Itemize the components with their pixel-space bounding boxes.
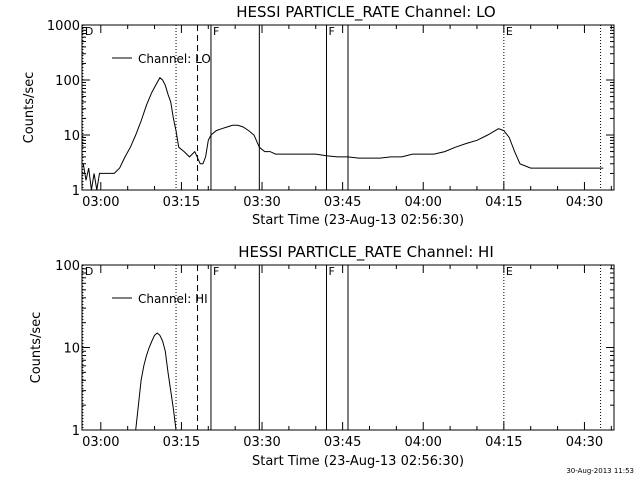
x-tick-label: 03:45 — [324, 195, 361, 210]
x-tick-label: 03:45 — [324, 435, 361, 450]
y-tick-label: 10 — [63, 342, 80, 357]
event-marker-label: D — [85, 25, 93, 38]
x-tick-label: 03:15 — [163, 195, 200, 210]
event-marker-label: E — [506, 265, 513, 278]
legend-label: Channel: HI — [138, 292, 208, 306]
event-marker-label: F — [329, 265, 335, 278]
y-axis-label: Counts/sec — [22, 72, 37, 144]
x-axis-label: Start Time (23-Aug-13 02:56:30) — [252, 213, 464, 228]
chart-title: HESSI PARTICLE_RATE Channel: LO — [236, 3, 495, 22]
x-axis-label: Start Time (23-Aug-13 02:56:30) — [252, 454, 464, 469]
y-tick-label: 1 — [72, 184, 80, 199]
x-tick-label: 04:00 — [404, 195, 441, 210]
event-marker-label: F — [213, 25, 219, 38]
event-marker-label: E — [506, 25, 513, 38]
y-tick-label: 100 — [55, 74, 80, 89]
chart-title: HESSI PARTICLE_RATE Channel: HI — [238, 243, 494, 262]
chart-panel-lo: HESSI PARTICLE_RATE Channel: LO Counts/se… — [22, 3, 615, 228]
x-tick-label: 03:15 — [163, 435, 200, 450]
y-axis-label: Counts/sec — [29, 312, 44, 384]
event-marker-label: F — [329, 25, 335, 38]
x-tick-label: 04:30 — [566, 195, 603, 210]
plot-timestamp: 30-Aug-2013 11:53 — [566, 467, 634, 475]
x-tick-label: 04:30 — [566, 435, 603, 450]
data-series-line — [135, 332, 177, 431]
y-tick-label: 100 — [55, 259, 80, 274]
data-series-line — [82, 76, 604, 191]
x-tick-label: 04:00 — [404, 435, 441, 450]
x-tick-label: 04:15 — [485, 435, 522, 450]
event-marker-label: F — [213, 265, 219, 278]
legend-label: Channel: LO — [138, 52, 211, 66]
y-tick-label: 1000 — [47, 19, 80, 34]
x-tick-label: 03:30 — [243, 195, 280, 210]
event-marker-label: D — [85, 265, 93, 278]
y-tick-label: 10 — [63, 129, 80, 144]
x-tick-label: 03:30 — [243, 435, 280, 450]
x-tick-label: 03:00 — [82, 435, 119, 450]
chart-panel-hi: HESSI PARTICLE_RATE Channel: HI Counts/se… — [29, 243, 615, 469]
y-tick-label: 1 — [72, 424, 80, 439]
x-tick-label: 04:15 — [485, 195, 522, 210]
x-tick-label: 03:00 — [82, 195, 119, 210]
